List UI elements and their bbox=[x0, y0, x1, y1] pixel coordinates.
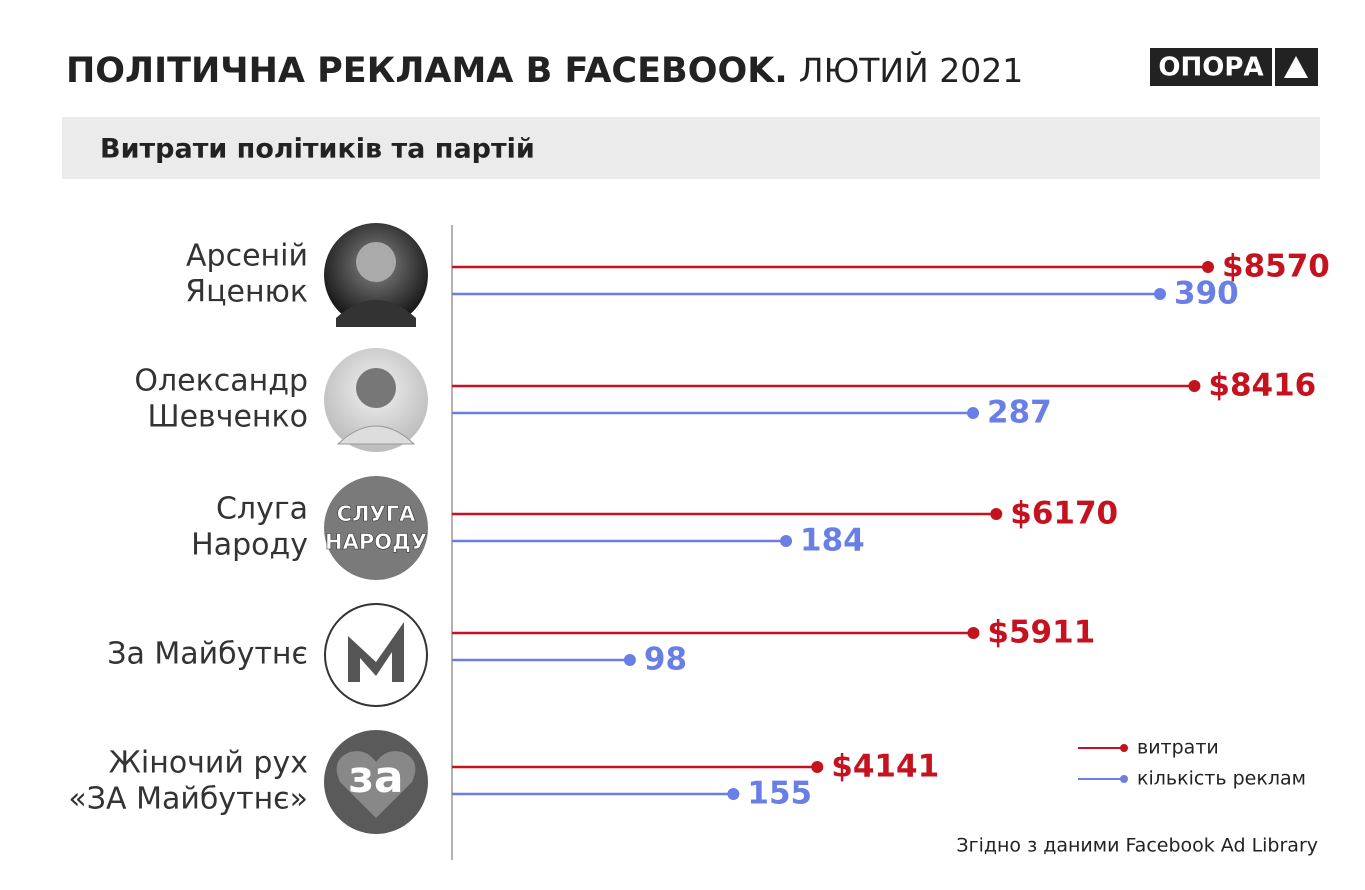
value-label: 184 bbox=[800, 523, 865, 559]
value-label: $6170 bbox=[1010, 496, 1118, 532]
value-label: 98 bbox=[644, 642, 687, 678]
dot bbox=[623, 654, 636, 666]
value-label: $8570 bbox=[1222, 249, 1330, 285]
chart-title: ПОЛІТИЧНА РЕКЛАМА В FACEBOOK. ЛЮТИЙ 2021 bbox=[66, 50, 1023, 92]
value-label: 287 bbox=[987, 395, 1052, 431]
category-label: Жіночий рух bbox=[109, 746, 308, 781]
legend-label: витрати bbox=[1137, 737, 1219, 759]
dot bbox=[967, 627, 980, 639]
legend-dot bbox=[1120, 775, 1128, 783]
avatar-logo bbox=[324, 603, 428, 707]
category-label: За Майбутнє bbox=[107, 637, 308, 672]
title-main: ПОЛІТИЧНА РЕКЛАМА В FACEBOOK. bbox=[66, 51, 788, 91]
subtitle-band bbox=[62, 117, 1320, 179]
category-label: Слуга bbox=[216, 492, 308, 527]
dot bbox=[1154, 288, 1166, 300]
dot bbox=[727, 788, 740, 800]
dot bbox=[780, 535, 793, 547]
dot bbox=[990, 508, 1003, 520]
title-date: ЛЮТИЙ 2021 bbox=[799, 50, 1023, 90]
dot bbox=[811, 761, 824, 773]
legend-label: кількість реклам bbox=[1137, 768, 1306, 790]
legend-dot bbox=[1120, 744, 1128, 752]
category-label: Шевченко bbox=[148, 400, 309, 435]
value-label: $8416 bbox=[1208, 368, 1316, 404]
dot bbox=[1188, 380, 1201, 392]
source-note: Згідно з даними Facebook Ad Library bbox=[956, 835, 1318, 857]
badge-text: НАРОДУ bbox=[325, 530, 427, 554]
brand-triangle bbox=[1284, 56, 1308, 78]
category-label: Арсеній bbox=[186, 239, 308, 274]
avatar-face bbox=[356, 242, 396, 282]
category-label: Яценюк bbox=[185, 275, 308, 310]
badge-text: за bbox=[348, 752, 403, 803]
category-label: Олександр bbox=[134, 364, 308, 399]
dot bbox=[967, 407, 980, 419]
category-label: «ЗА Майбутнє» bbox=[68, 782, 308, 817]
m-logo bbox=[348, 622, 404, 682]
dot bbox=[1202, 261, 1214, 273]
subtitle: Витрати політиків та партій bbox=[100, 134, 535, 165]
category-label: Народу bbox=[191, 528, 308, 563]
avatar-body bbox=[336, 300, 416, 327]
avatar-face bbox=[356, 368, 396, 408]
brand-box bbox=[1150, 48, 1272, 86]
brand: ОПОРА bbox=[1158, 53, 1263, 83]
value-label: 155 bbox=[747, 776, 812, 812]
badge-text: СЛУГА bbox=[337, 502, 416, 526]
value-label: $5911 bbox=[987, 615, 1095, 651]
avatar-logo bbox=[324, 476, 428, 580]
avatar-body bbox=[336, 425, 416, 445]
value-label: 390 bbox=[1174, 276, 1239, 312]
heart bbox=[336, 751, 416, 818]
value-label: $4141 bbox=[831, 749, 939, 785]
